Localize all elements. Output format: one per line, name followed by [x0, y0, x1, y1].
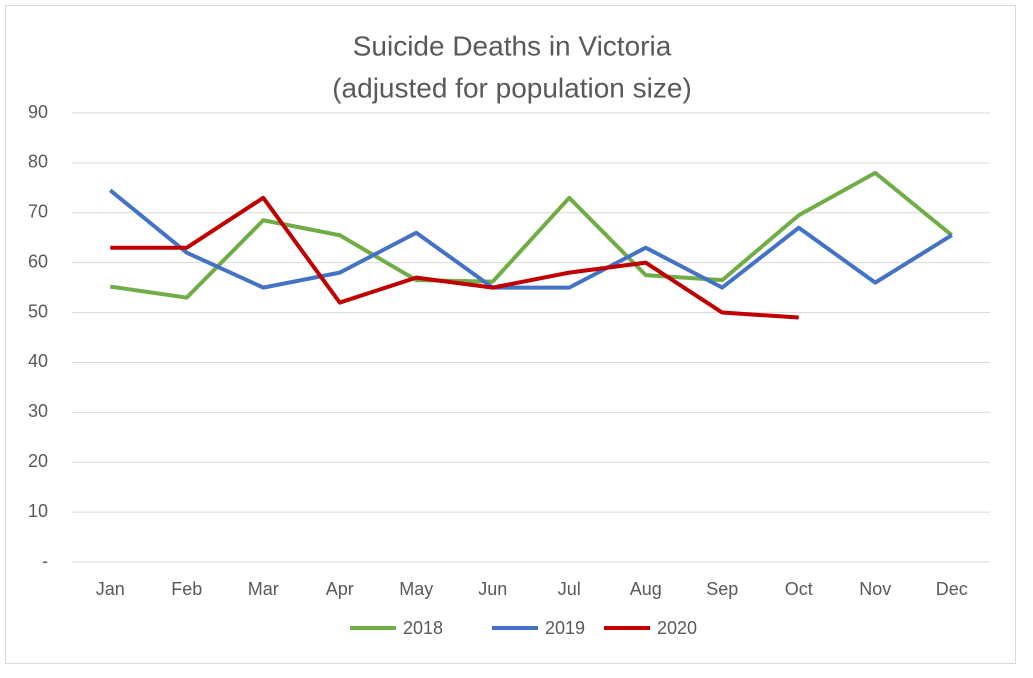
y-tick-label: 80 [28, 152, 48, 172]
y-tick-label: 10 [28, 501, 48, 521]
x-tick-label: Sep [706, 579, 738, 599]
y-tick-label: 50 [28, 301, 48, 321]
chart-title: Suicide Deaths in Victoria [353, 30, 672, 61]
x-tick-label: Nov [859, 579, 891, 599]
y-tick-label: 30 [28, 401, 48, 421]
legend-label: 2019 [545, 618, 585, 638]
x-tick-label: Mar [248, 579, 279, 599]
y-tick-label: - [42, 551, 48, 571]
x-tick-label: Feb [171, 579, 202, 599]
y-tick-label: 40 [28, 351, 48, 371]
x-tick-label: Aug [630, 579, 662, 599]
x-tick-label: Oct [785, 579, 813, 599]
series-line [108, 188, 953, 290]
y-tick-label: 20 [28, 451, 48, 471]
legend-label: 2018 [403, 618, 443, 638]
y-tick-label: 70 [28, 202, 48, 222]
series-line [110, 195, 799, 320]
x-tick-label: Jan [96, 579, 125, 599]
chart-subtitle: (adjusted for population size) [332, 72, 692, 103]
x-tick-label: May [399, 579, 433, 599]
x-tick-label: Dec [936, 579, 968, 599]
x-tick-label: Jul [558, 579, 581, 599]
y-tick-label: 90 [28, 102, 48, 122]
chart-border [5, 5, 1016, 664]
y-tick-label: 60 [28, 251, 48, 271]
x-tick-label: Apr [326, 579, 354, 599]
x-tick-label: Jun [478, 579, 507, 599]
series-line [109, 170, 954, 300]
legend-label: 2020 [657, 618, 697, 638]
